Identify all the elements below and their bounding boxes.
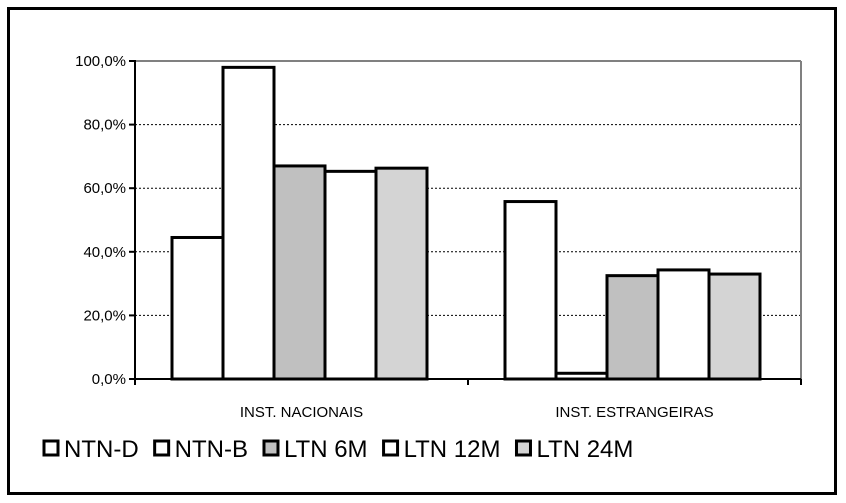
legend-label-ltn-24m: LTN 24M (536, 436, 633, 463)
bar-ltn-24m-2 (707, 272, 762, 381)
legend-swatch-ltn-24m (514, 439, 532, 457)
y-tick-label: 60,0% (83, 180, 126, 197)
bar-ntn-b-1 (221, 65, 276, 381)
x-category-label: INST. NACIONAIS (240, 404, 363, 421)
bar-ltn-24m-1 (374, 166, 429, 381)
y-tick-label: 80,0% (83, 117, 126, 134)
legend-swatch-ltn-12m (382, 439, 400, 457)
legend-swatch-ltn-6m (262, 439, 280, 457)
legend-label-ntn-b: NTN-B (175, 436, 248, 463)
legend-label-ltn-12m: LTN 12M (404, 436, 501, 463)
legend-swatch-ntn-b (153, 439, 171, 457)
bar-ltn-6m-2 (605, 274, 660, 381)
bar-ltn-12m-2 (656, 268, 711, 381)
bar-ltn-12m-1 (323, 169, 378, 381)
y-tick-label: 0,0% (92, 371, 126, 388)
legend-swatch-ntn-d (42, 439, 60, 457)
legend-label-ntn-d: NTN-D (64, 436, 139, 463)
y-tick-label: 40,0% (83, 244, 126, 261)
bar-ntn-d-1 (170, 235, 225, 381)
y-tick-label: 100,0% (75, 53, 126, 70)
legend-label-ltn-6m: LTN 6M (284, 436, 368, 463)
x-category-label: INST. ESTRANGEIRAS (555, 404, 713, 421)
bar-ntn-d-2 (503, 200, 558, 381)
y-tick-label: 20,0% (83, 307, 126, 324)
bar-ltn-6m-1 (272, 164, 327, 381)
